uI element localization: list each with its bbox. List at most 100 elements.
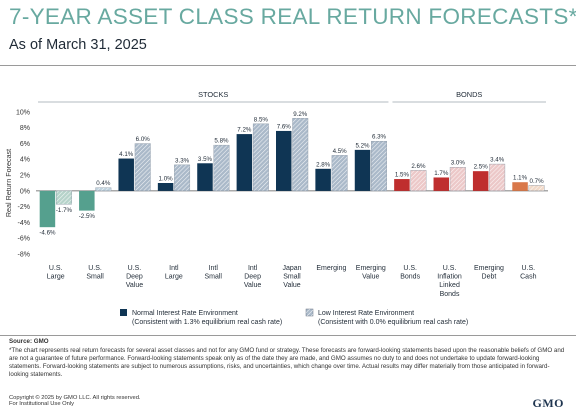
- disclaimer-text: *The chart represents real return foreca…: [9, 347, 565, 379]
- group-header-bonds: BONDS: [456, 90, 482, 99]
- y-tick-label: 10%: [16, 109, 30, 116]
- data-label: -4.6%: [39, 230, 56, 237]
- data-label: 3.5%: [198, 156, 213, 163]
- legend-label: Normal Interest Rate Environment: [132, 310, 238, 317]
- copyright-block: Copyright © 2025 by GMO LLC. All rights …: [9, 395, 567, 408]
- x-category-label: Deep: [244, 274, 261, 281]
- x-category-label: Large: [165, 274, 183, 281]
- copyright-text: Copyright © 2025 by GMO LLC. All rights …: [9, 395, 141, 401]
- x-category-label: U.S.: [443, 265, 457, 272]
- bar-normal: [157, 183, 174, 191]
- gmo-logo: GMO: [532, 396, 564, 410]
- legend-swatch-hatch: [306, 309, 313, 316]
- bar-low-hatch: [528, 185, 545, 192]
- x-category-label: Small: [204, 274, 222, 281]
- bar-low-hatch: [174, 164, 191, 192]
- bar-normal: [118, 158, 134, 191]
- x-category-label: Small: [283, 274, 301, 281]
- x-category-label: Value: [283, 282, 300, 289]
- bar-normal: [197, 163, 213, 191]
- x-category-label: Inflation: [437, 274, 462, 281]
- chart-title: 7-YEAR ASSET CLASS REAL RETURN FORECASTS…: [9, 4, 576, 29]
- data-label: 4.5%: [333, 148, 348, 155]
- x-category-label: Small: [86, 274, 104, 281]
- bar-normal: [433, 177, 450, 191]
- bar-low-hatch: [371, 140, 387, 192]
- bar-low-hatch: [134, 143, 151, 192]
- data-label: 8.5%: [254, 116, 269, 123]
- x-category-label: Intl: [248, 265, 258, 272]
- x-category-label: Linked: [439, 282, 460, 289]
- legend-note: (Consistent with 0.0% equilibrium real c…: [318, 319, 468, 326]
- x-category-label: Large: [47, 274, 65, 281]
- source-note: Source: GMO: [9, 338, 49, 345]
- data-label: 1.7%: [434, 170, 449, 177]
- data-label: 3.3%: [175, 157, 190, 164]
- x-category-label: Bonds: [440, 291, 460, 298]
- group-header-stocks: STOCKS: [198, 90, 228, 99]
- data-label: 9.2%: [293, 111, 308, 118]
- x-category-label: U.S.: [49, 265, 63, 272]
- legend-label: Low Interest Rate Environment: [318, 310, 414, 317]
- data-label: 7.2%: [237, 127, 252, 134]
- institutional-use-text: For Institutional Use Only: [9, 401, 75, 408]
- bar-normal: [315, 168, 331, 191]
- bar-low-hatch: [331, 155, 348, 192]
- bar-low-hatch: [449, 167, 466, 192]
- bar-chart: Real Return Forecast 10% 8% 6% 4% 2% 0% -2% -4% -…: [4, 90, 548, 326]
- bar-low-hatch: [489, 163, 506, 192]
- data-label: -2.5%: [79, 213, 96, 220]
- y-tick-label: 6%: [20, 141, 30, 148]
- data-label: 1.5%: [395, 172, 410, 179]
- bar-low-hatch: [410, 170, 427, 192]
- x-category-label: Emerging: [474, 265, 504, 272]
- bar-low-hatch: [55, 190, 72, 205]
- x-category-label: Value: [362, 274, 379, 281]
- y-axis-title: Real Return Forecast: [4, 149, 13, 217]
- bar-normal: [236, 134, 253, 191]
- data-label: -1.7%: [56, 207, 73, 214]
- x-category-label: Cash: [520, 274, 536, 281]
- x-category-label: U.S.: [521, 265, 535, 272]
- bar-low-hatch: [95, 187, 112, 192]
- bar-low-hatch: [292, 118, 309, 192]
- legend-swatch-normal: [120, 309, 127, 316]
- x-category-label: Intl: [209, 265, 219, 272]
- data-label: 6.0%: [136, 136, 151, 143]
- bar-normal: [472, 171, 489, 191]
- y-tick-label: 2%: [20, 173, 30, 180]
- data-label: 1.1%: [513, 175, 528, 182]
- data-label: 2.6%: [411, 163, 426, 170]
- x-category-label: Debt: [482, 274, 497, 281]
- data-label: 5.2%: [355, 142, 370, 149]
- y-tick-label: 4%: [20, 157, 30, 164]
- bar-low-hatch: [252, 123, 269, 192]
- data-label: 6.3%: [372, 134, 387, 141]
- top-divider: [0, 65, 576, 66]
- bar-normal: [276, 130, 292, 191]
- y-tick-label: -2%: [18, 204, 30, 211]
- y-tick-label: -6%: [18, 236, 30, 243]
- y-tick-label: -8%: [18, 251, 30, 258]
- x-category-label: U.S.: [88, 265, 102, 272]
- x-category-label: Deep: [126, 274, 143, 281]
- legend-note: (Consistent with 1.3% equilibrium real c…: [132, 319, 282, 326]
- data-label: 7.6%: [277, 123, 292, 130]
- y-tick-label: -4%: [18, 220, 30, 227]
- data-label: 2.8%: [316, 161, 331, 168]
- bottom-divider: [0, 335, 576, 336]
- bar-normal: [354, 149, 371, 191]
- x-category-label: Value: [244, 282, 261, 289]
- x-category-label: U.S.: [128, 265, 142, 272]
- data-label: 4.1%: [119, 151, 134, 158]
- y-tick-label: 0%: [20, 188, 30, 195]
- bar-low-hatch: [213, 144, 230, 192]
- data-label: 0.4%: [96, 180, 111, 187]
- chart-subtitle: As of March 31, 2025: [9, 37, 147, 53]
- data-label: 3.0%: [451, 160, 466, 167]
- data-label: 5.8%: [214, 138, 229, 145]
- x-category-label: Value: [126, 282, 143, 289]
- y-tick-label: 8%: [20, 125, 30, 132]
- data-label: 2.5%: [474, 164, 489, 171]
- bar-normal: [79, 190, 95, 211]
